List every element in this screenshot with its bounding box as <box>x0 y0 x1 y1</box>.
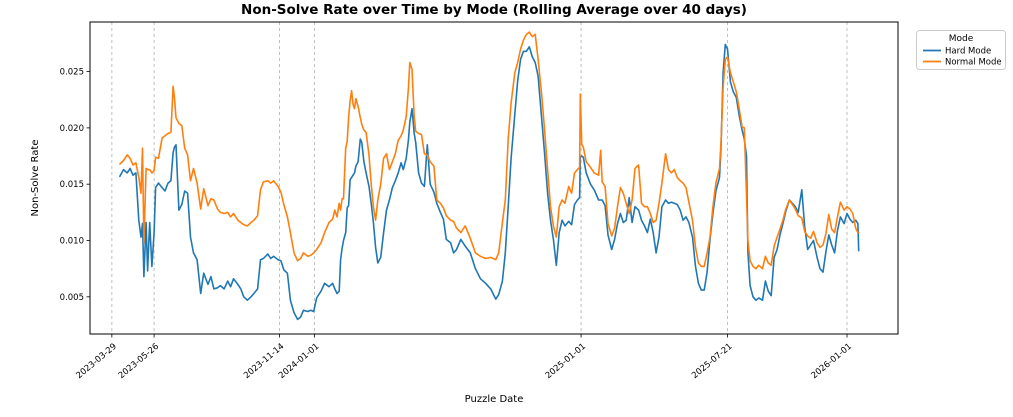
series-lines <box>119 31 860 321</box>
plot-area <box>89 21 899 335</box>
series-line-hard-mode <box>119 43 860 321</box>
x-tick-label: 2025-01-01 <box>544 342 588 381</box>
y-tick-label: 0.020 <box>60 124 84 134</box>
x-tick-label: 2025-07-21 <box>690 342 734 381</box>
y-tick-label: 0.005 <box>60 293 84 303</box>
y-axis-ticks: 0.005 0.010 0.015 0.020 0.025 <box>60 68 90 303</box>
x-tick-label: 2023-05-26 <box>117 342 161 381</box>
legend-title: Mode <box>949 34 974 44</box>
x-tick-label: 2026-01-01 <box>810 342 854 381</box>
y-tick-label: 0.025 <box>60 68 84 78</box>
gridlines <box>111 22 848 334</box>
x-axis-label: Puzzle Date <box>465 394 524 405</box>
chart-title: Non-Solve Rate over Time by Mode (Rollin… <box>241 2 747 18</box>
legend-label-hard-mode: Hard Mode <box>945 47 991 57</box>
x-tick-label: 2023-03-29 <box>75 342 119 381</box>
legend-label-normal-mode: Normal Mode <box>945 58 1002 68</box>
y-tick-label: 0.010 <box>60 237 84 247</box>
y-tick-label: 0.015 <box>60 180 84 190</box>
legend-box <box>916 30 1006 70</box>
series-line-normal-mode <box>119 31 860 270</box>
y-axis-label: Non-Solve Rate <box>30 140 41 217</box>
